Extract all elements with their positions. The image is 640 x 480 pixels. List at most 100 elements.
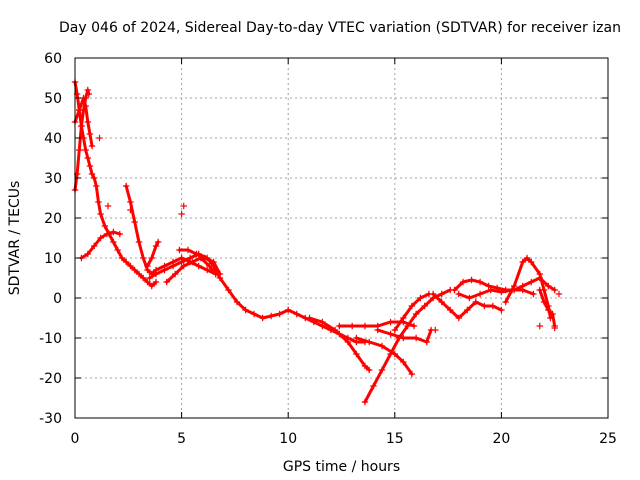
data-point xyxy=(103,230,111,238)
data-point xyxy=(455,290,462,298)
data-point xyxy=(400,358,407,366)
data-point xyxy=(545,306,552,314)
y-tick-label: -10 xyxy=(39,331,62,347)
data-point xyxy=(127,206,134,214)
data-point xyxy=(118,254,126,262)
data-point xyxy=(206,262,213,270)
series-track-11 xyxy=(336,318,418,330)
data-point xyxy=(366,338,373,346)
data-point xyxy=(250,310,258,318)
y-tick-label: 40 xyxy=(44,131,62,147)
data-point xyxy=(438,298,445,306)
plot-frame xyxy=(74,57,609,419)
series-track-12 xyxy=(353,334,416,378)
x-tick-label: 5 xyxy=(177,431,186,447)
data-point xyxy=(432,326,439,334)
data-point xyxy=(82,102,89,110)
data-point xyxy=(306,314,313,322)
data-point xyxy=(361,322,369,330)
series-track xyxy=(354,336,414,376)
data-point xyxy=(90,174,98,182)
data-point xyxy=(152,242,160,250)
data-point xyxy=(366,366,373,374)
data-point xyxy=(101,222,109,230)
data-point xyxy=(536,322,543,330)
data-point xyxy=(549,310,556,318)
y-axis-label: SDTVAR / TECUs xyxy=(7,181,23,296)
y-tick-label: 50 xyxy=(44,91,62,107)
data-point xyxy=(498,306,505,314)
data-point xyxy=(455,314,462,322)
data-point xyxy=(447,306,454,314)
data-point xyxy=(551,324,558,332)
data-point xyxy=(84,86,91,94)
data-point xyxy=(361,362,369,370)
grid xyxy=(75,58,608,418)
data-point xyxy=(82,146,89,154)
data-point xyxy=(84,154,91,162)
data-point xyxy=(110,228,117,236)
data-point xyxy=(178,210,185,218)
data-point xyxy=(502,298,509,306)
data-point xyxy=(476,290,484,298)
data-point xyxy=(146,274,153,282)
data-point xyxy=(97,210,104,218)
data-point xyxy=(459,278,467,286)
data-point xyxy=(184,246,192,254)
data-point xyxy=(259,314,266,322)
axes: 0 5 10 15 20 25 -30 -20 -10 0 10 20 30 40 50 60 xyxy=(39,51,617,447)
y-tick-label: -30 xyxy=(39,411,62,427)
data-point xyxy=(225,286,232,294)
data-point xyxy=(528,258,535,266)
data-point xyxy=(80,94,87,102)
data-point xyxy=(210,258,217,266)
data-point xyxy=(186,254,194,262)
series-track-18 xyxy=(455,286,537,302)
data-point xyxy=(331,326,339,334)
series-track-15 xyxy=(391,290,433,334)
series-track-3 xyxy=(71,94,96,150)
data-point xyxy=(438,290,445,298)
data-point xyxy=(408,370,416,378)
data-point xyxy=(489,302,497,310)
data-point xyxy=(410,322,418,330)
data-point xyxy=(203,266,211,274)
x-tick-label: 20 xyxy=(492,431,510,447)
y-tick-label: 30 xyxy=(44,171,62,187)
data-point xyxy=(152,278,160,286)
data-point xyxy=(498,288,505,296)
data-point xyxy=(336,322,343,330)
data-point xyxy=(400,314,407,322)
data-point xyxy=(104,202,112,210)
series-track-16 xyxy=(429,290,505,322)
data-point xyxy=(216,270,224,278)
series-track-10 xyxy=(306,314,373,374)
data-point xyxy=(180,262,187,270)
isolated-points xyxy=(96,134,563,334)
data-point xyxy=(387,350,394,358)
y-tick-label: 60 xyxy=(44,51,62,67)
data-point xyxy=(528,278,535,286)
data-point xyxy=(140,254,147,262)
chart-title: Day 046 of 2024, Sidereal Day-to-day VTE… xyxy=(59,20,621,36)
y-tick-label: 10 xyxy=(44,251,62,267)
data-point xyxy=(267,312,275,320)
data-point xyxy=(540,298,548,306)
data-point xyxy=(476,278,484,286)
data-point xyxy=(90,242,98,250)
data-point xyxy=(466,294,473,302)
data-point xyxy=(361,398,369,406)
data-point xyxy=(76,106,83,114)
data-point xyxy=(353,350,360,358)
data-point xyxy=(519,286,526,294)
data-point xyxy=(88,170,96,178)
x-tick-label: 25 xyxy=(599,431,617,447)
data-point xyxy=(481,302,488,310)
series-track-19 xyxy=(502,254,554,322)
data-point xyxy=(148,254,155,262)
data-point xyxy=(404,322,411,330)
data-point xyxy=(545,282,552,290)
data-point xyxy=(378,366,386,374)
data-point xyxy=(412,310,420,318)
data-point xyxy=(144,278,151,286)
